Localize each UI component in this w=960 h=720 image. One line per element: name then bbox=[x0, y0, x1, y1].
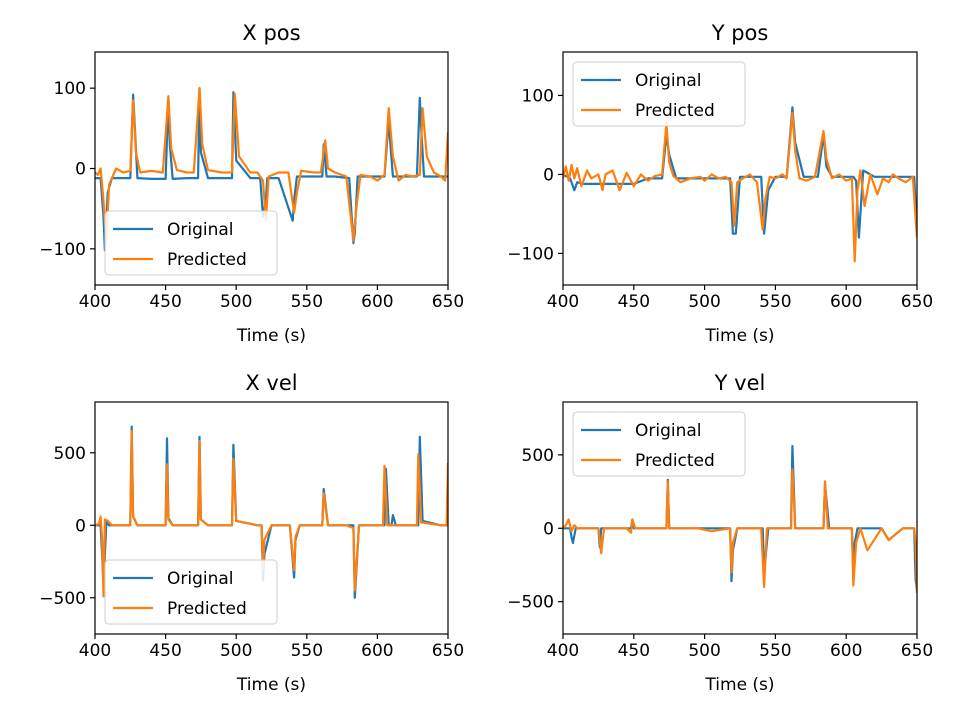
x-tick-label: 550 bbox=[291, 292, 323, 312]
x-tick-label: 600 bbox=[361, 292, 393, 312]
series-line-predicted bbox=[95, 429, 448, 598]
x-tick-label: 450 bbox=[149, 292, 181, 312]
x-axis-label: Time (s) bbox=[704, 675, 774, 695]
x-tick-label: 550 bbox=[759, 641, 791, 661]
x-tick-label: 650 bbox=[901, 292, 933, 312]
axes-frame bbox=[94, 401, 449, 635]
legend-label-original: Original bbox=[635, 421, 702, 441]
x-tick-label: 550 bbox=[291, 641, 323, 661]
x-tick-label: 400 bbox=[547, 292, 579, 312]
series-line-predicted bbox=[563, 111, 917, 263]
legend-label-predicted: Predicted bbox=[635, 451, 715, 471]
y-tick-label: −500 bbox=[39, 589, 86, 609]
series-line-predicted bbox=[563, 468, 917, 593]
x-tick-label: 500 bbox=[220, 641, 252, 661]
x-tick-label: 500 bbox=[688, 292, 720, 312]
y-tick-label: 100 bbox=[54, 79, 86, 99]
subplot-x-vel: 400 450 500 550 600 650 −500 0 500 X vel Time (s) O… bbox=[39, 371, 464, 695]
x-axis-label: Time (s) bbox=[236, 326, 306, 346]
legend: Original Predicted bbox=[104, 559, 278, 625]
subplot-y-vel: 400 450 500 550 600 650 −500 0 500 Y vel Time (s) O… bbox=[507, 371, 933, 695]
series-line-predicted bbox=[95, 87, 448, 242]
y-tick-label: 100 bbox=[522, 86, 554, 106]
legend: Original Predicted bbox=[104, 210, 278, 276]
x-tick-label: 450 bbox=[149, 641, 181, 661]
x-tick-label: 650 bbox=[432, 292, 464, 312]
y-tick-label: 0 bbox=[543, 519, 554, 539]
y-tick-label: 0 bbox=[543, 165, 554, 185]
x-tick-label: 450 bbox=[618, 292, 650, 312]
x-axis-label: Time (s) bbox=[704, 326, 774, 346]
x-tick-label: 650 bbox=[432, 641, 464, 661]
legend-label-predicted: Predicted bbox=[167, 250, 247, 270]
y-tick-label: 0 bbox=[75, 160, 86, 180]
y-tick-label: −100 bbox=[39, 240, 86, 260]
x-tick-label: 600 bbox=[361, 641, 393, 661]
legend-label-predicted: Predicted bbox=[635, 101, 715, 121]
chart-title: X pos bbox=[242, 21, 300, 45]
x-tick-label: 500 bbox=[220, 292, 252, 312]
x-tick-label: 400 bbox=[547, 641, 579, 661]
chart-title: Y vel bbox=[714, 371, 766, 395]
series-line-original bbox=[563, 106, 917, 239]
x-tick-label: 500 bbox=[688, 641, 720, 661]
y-tick-label: −100 bbox=[507, 244, 554, 264]
subplot-x-pos: 400 450 500 550 600 650 −100 0 100 X pos Time (s) O… bbox=[39, 21, 464, 346]
x-tick-label: 550 bbox=[759, 292, 791, 312]
legend-label-original: Original bbox=[635, 71, 702, 91]
x-tick-label: 600 bbox=[830, 292, 862, 312]
x-tick-label: 600 bbox=[830, 641, 862, 661]
x-tick-label: 400 bbox=[79, 292, 111, 312]
y-tick-label: −500 bbox=[507, 593, 554, 613]
axes-frame bbox=[562, 51, 918, 286]
legend: Original Predicted bbox=[572, 411, 746, 477]
legend-label-original: Original bbox=[167, 220, 234, 240]
x-tick-label: 650 bbox=[901, 641, 933, 661]
chart-title: Y pos bbox=[711, 21, 769, 45]
subplot-y-pos: 400 450 500 550 600 650 −100 0 100 Y pos Time (s) O… bbox=[507, 21, 933, 346]
legend-label-original: Original bbox=[167, 569, 234, 589]
y-tick-label: 500 bbox=[54, 444, 86, 464]
axes-frame bbox=[562, 401, 918, 635]
x-tick-label: 450 bbox=[618, 641, 650, 661]
chart-title: X vel bbox=[245, 371, 297, 395]
y-tick-label: 0 bbox=[75, 516, 86, 536]
x-axis-label: Time (s) bbox=[236, 675, 306, 695]
x-tick-label: 400 bbox=[79, 641, 111, 661]
legend-label-predicted: Predicted bbox=[167, 599, 247, 619]
y-tick-label: 500 bbox=[522, 446, 554, 466]
legend: Original Predicted bbox=[572, 61, 746, 127]
